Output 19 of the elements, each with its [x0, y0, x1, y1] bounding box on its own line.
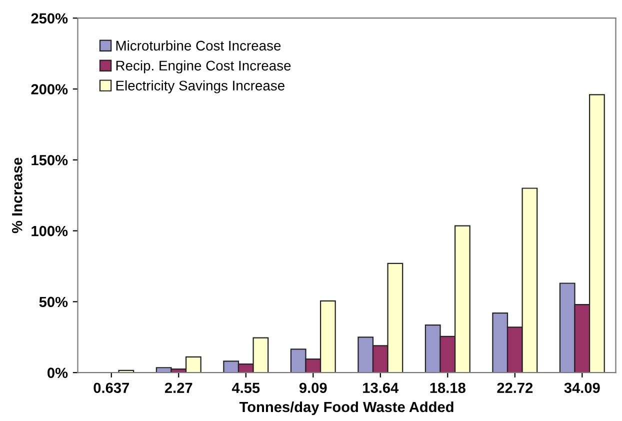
y-tick-label: 200%	[31, 84, 68, 94]
x-tick-label: 34.09	[564, 382, 600, 394]
x-tick-label: 22.72	[497, 382, 533, 393]
y-axis-title: % Increase	[12, 158, 22, 234]
y-tick-label: 100%	[32, 226, 68, 236]
x-tick-label: 18.18	[430, 382, 466, 394]
x-tick-label: 13.64	[363, 382, 399, 394]
x-axis-title: Tonnes/day Food Waste Added	[239, 401, 454, 416]
legend-label: Electricity Savings Increase	[116, 80, 284, 94]
x-tick-label: 2.27	[164, 382, 192, 393]
y-tick-label: 150%	[32, 154, 68, 166]
x-tick-label: 0.637	[94, 382, 129, 394]
legend-label: Microturbine Cost Increase	[116, 40, 281, 51]
x-tick-label: 9.09	[299, 382, 327, 394]
y-tick-label: 0%	[48, 368, 68, 378]
y-tick-label: 250%	[31, 13, 68, 24]
legend-label: Recip. Engine Cost Increase	[116, 60, 291, 74]
x-tick-label: 4.55	[232, 382, 260, 394]
y-tick-label: 50%	[39, 296, 68, 308]
